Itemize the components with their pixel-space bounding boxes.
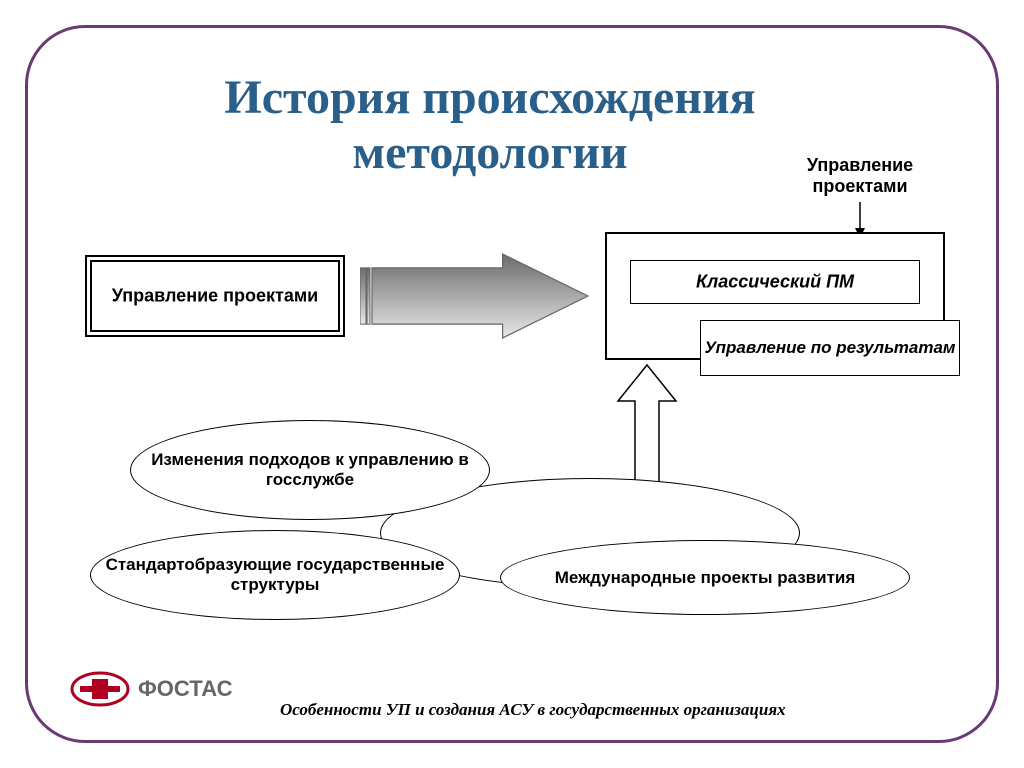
box-right-bottom: Управление по результатам	[700, 320, 960, 376]
big-arrow	[360, 252, 590, 340]
title-line1: История происхождения	[224, 71, 755, 124]
logo-text: ФОСТАС	[138, 676, 233, 702]
title-line2: методологии	[352, 126, 627, 179]
ellipse-changes-label: Изменения подходов к управлению в госслу…	[141, 450, 479, 490]
box-right-top-label: Классический ПМ	[631, 272, 919, 293]
ellipse-standards: Стандартобразующие государственные струк…	[90, 530, 460, 620]
footer-text: Особенности УП и создания АСУ в государс…	[280, 700, 786, 720]
ellipse-international-label: Международные проекты развития	[555, 568, 856, 588]
logo-icon	[70, 670, 130, 708]
box-left-label: Управление проектами	[92, 286, 338, 307]
ellipse-standards-label: Стандартобразующие государственные струк…	[101, 555, 449, 595]
box-right-top: Классический ПМ	[630, 260, 920, 304]
ellipse-changes: Изменения подходов к управлению в госслу…	[130, 420, 490, 520]
ellipse-international: Международные проекты развития	[500, 540, 910, 615]
box-right-bottom-label: Управление по результатам	[701, 338, 959, 358]
annotation-label: Управление проектами	[770, 155, 950, 197]
box-left: Управление проектами	[90, 260, 340, 332]
